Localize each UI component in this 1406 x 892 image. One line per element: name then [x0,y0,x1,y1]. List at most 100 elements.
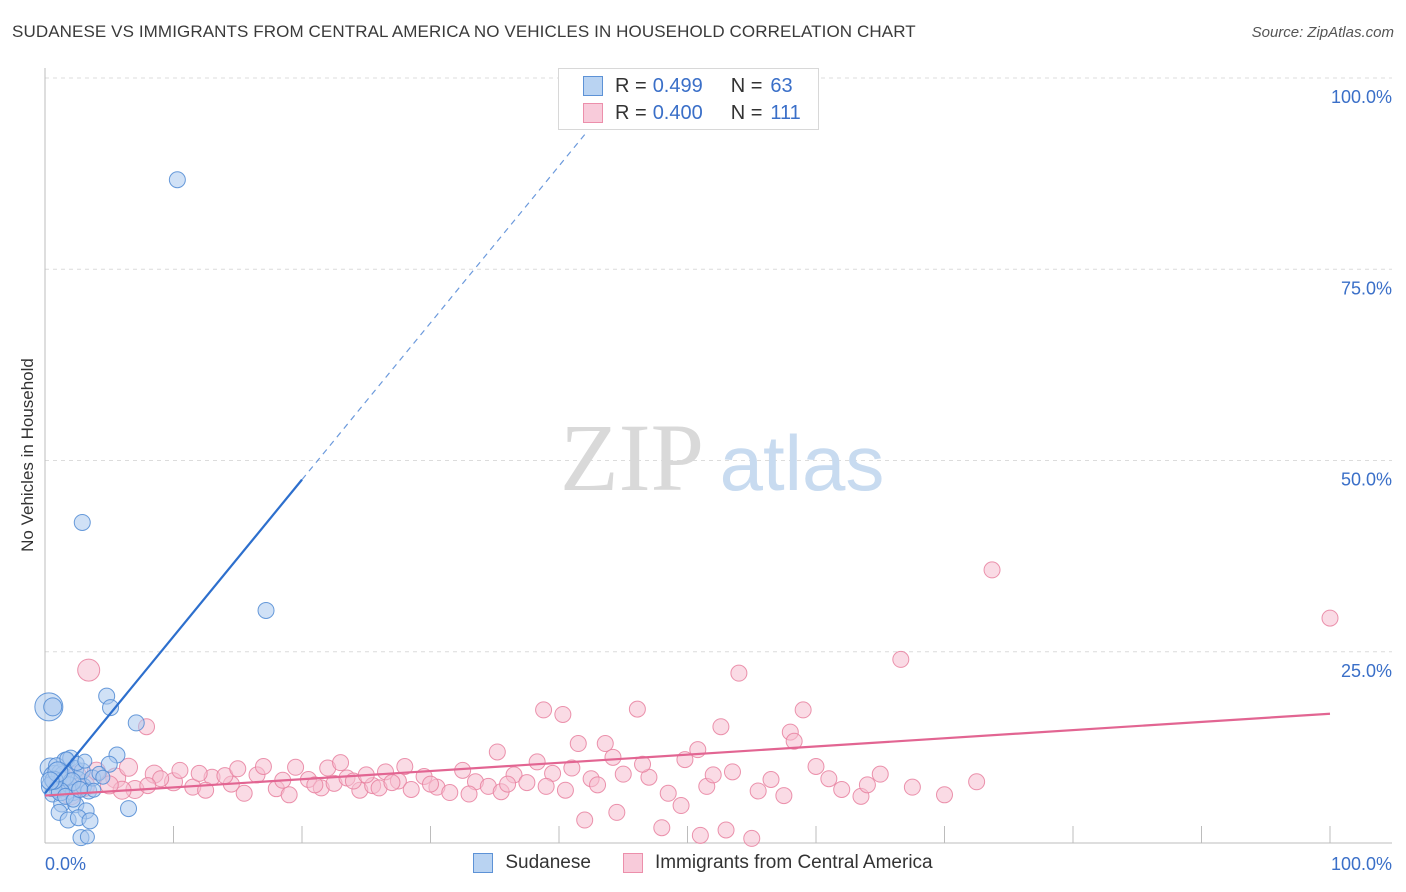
central-america-point [77,658,101,682]
legend-n-value: 111 [770,101,801,124]
legend-r-label: R = [615,74,647,97]
central-america-point [190,764,208,782]
sudanese-point [102,699,120,717]
sudanese-point [40,771,60,791]
central-america-point [1321,609,1339,627]
sudanese-point [73,513,91,531]
legend-swatch-pink [583,103,603,123]
central-america-point [528,753,546,771]
source-attribution: Source: ZipAtlas.com [1252,24,1394,41]
watermark: ZIP atlas [560,404,884,511]
legend-swatch-blue [473,853,494,873]
legend-r-label: R = [615,101,647,124]
central-america-point [604,748,622,766]
legend-label: Immigrants from Central America [654,852,933,873]
sudanese-point [79,829,95,845]
sudanese-point [81,812,99,830]
y-tick-label: 50.0% [1341,470,1392,490]
central-america-point [892,650,910,668]
central-america-point [762,771,780,789]
central-america-point [691,826,709,844]
sudanese-point [71,780,89,798]
sudanese-trend-extension [301,134,586,481]
central-america-point [596,735,614,753]
chart-title: SUDANESE VS IMMIGRANTS FROM CENTRAL AMER… [12,22,916,41]
central-america-point [589,776,607,794]
central-america-point [569,735,587,753]
central-america-point [858,776,876,794]
sudanese-point [100,755,118,773]
central-america-point [749,782,767,800]
legend-r-value: 0.499 [652,74,703,97]
y-tick-label: 75.0% [1341,278,1392,298]
central-america-point [518,774,536,792]
watermark-atlas: atlas [720,419,885,507]
legend-swatch-pink [622,853,643,873]
y-axis-label: No Vehicles in Household [18,358,37,552]
central-america-point [332,754,350,772]
central-america-point [556,781,574,799]
central-america-point [833,780,851,798]
central-america-point [936,786,953,804]
central-america-point [704,766,722,784]
central-america-point [903,778,921,796]
gridlines [45,77,1392,653]
sudanese-point [127,714,145,732]
series-legend: Sudanese Immigrants from Central America [0,852,1406,874]
central-america-point [139,777,157,795]
legend-n-label: N = [730,74,763,97]
central-america-point [402,780,420,798]
sudanese-point [95,769,111,785]
central-america-point [717,821,735,839]
central-america-point [441,784,459,802]
central-america-point [280,786,298,804]
legend-row-sudanese: R = 0.499 N = 63 [583,74,793,98]
sudanese-point [43,697,63,717]
central-america-point [306,776,324,794]
series-points [34,171,1339,847]
central-america-point [723,763,741,781]
central-america-point [554,705,572,723]
source-label: Source: [1251,24,1304,41]
trend-lines [44,134,1331,797]
legend-label: Sudanese [505,852,591,873]
central-america-point [488,743,506,761]
legend-item-sudanese[interactable]: Sudanese [473,852,591,874]
central-america-point [537,777,555,795]
y-tick-label: 25.0% [1341,661,1392,681]
sudanese-point [168,171,186,189]
central-america-point [672,797,690,815]
central-america-point [422,775,439,793]
legend-r-value: 0.400 [652,101,703,124]
central-america-point [576,811,594,829]
central-america-point [968,773,986,791]
central-america-point [983,561,1001,579]
central-america-point [119,757,139,777]
central-america-point [820,770,838,788]
central-america-point [608,803,626,821]
central-america-point [460,785,478,803]
central-america-point [396,758,414,775]
central-america-point [535,701,553,719]
central-america-point [807,758,825,775]
central-america-point [499,775,517,793]
central-america-point [712,718,730,736]
central-america-point [871,765,889,783]
central-america-point [634,755,652,773]
central-america-point [235,784,253,802]
tick-labels: 25.0% 50.0% 75.0% 100.0% 0.0% 100.0% [45,87,1392,874]
central-america-point [383,774,401,792]
central-america-point [171,761,189,779]
central-america-point [794,701,812,719]
sudanese-point [120,800,138,818]
stats-legend: R = 0.499 N = 63 R = 0.400 N = 111 [558,68,819,130]
y-tick-label: 100.0% [1331,87,1392,107]
watermark-zip: ZIP [560,404,704,511]
legend-item-central-america[interactable]: Immigrants from Central America [622,852,933,874]
central-america-point [614,765,632,783]
central-america-point [785,732,803,750]
sudanese-point [86,782,102,798]
central-america-point [659,784,677,802]
source-value[interactable]: ZipAtlas.com [1307,24,1394,41]
